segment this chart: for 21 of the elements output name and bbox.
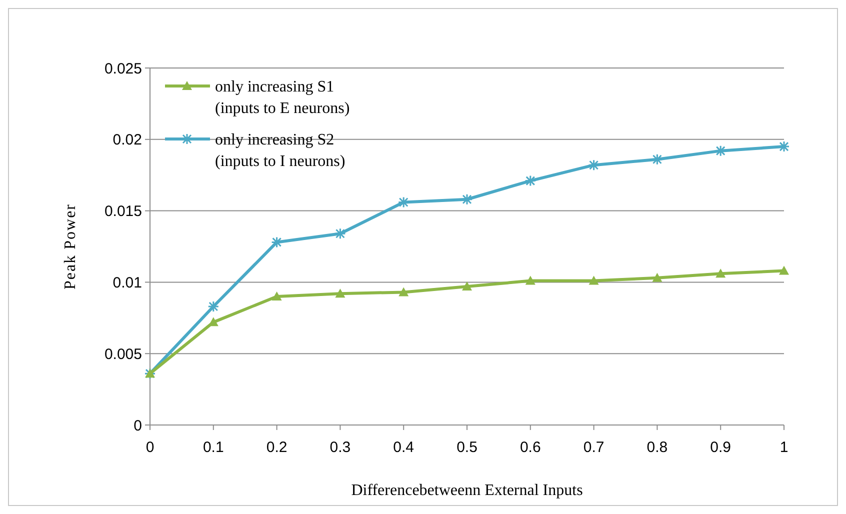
x-tick-label: 0.4	[393, 439, 414, 456]
x-tick-label: 1	[780, 439, 788, 456]
x-tick-label: 0.2	[266, 439, 288, 456]
x-tick-label: 0	[146, 439, 154, 456]
x-tick-label: 0.7	[583, 439, 604, 456]
y-tick-label: 0.01	[112, 274, 142, 292]
x-tick-label: 0.6	[520, 439, 541, 456]
y-axis-title: Peak Power	[62, 204, 79, 290]
x-axis-title: Differencebetweenn External Inputs	[351, 482, 583, 499]
y-tick-label: 0.02	[112, 132, 142, 149]
x-tick-label: 0.9	[710, 439, 732, 456]
x-tick-label: 0.1	[202, 439, 224, 456]
x-tick-label: 0.8	[646, 439, 668, 456]
y-tick-label: 0.005	[104, 346, 142, 363]
x-tick-label: 0.3	[330, 439, 351, 456]
legend-label: only increasing S1 (inputs to E neurons)	[215, 78, 350, 118]
y-tick-label: 0	[134, 417, 142, 434]
legend-label: only increasing S2 (inputs to I neurons)	[215, 132, 346, 170]
y-tick-label: 0.015	[104, 203, 142, 220]
y-tick-label: 0.025	[104, 60, 142, 78]
x-tick-label: 0.5	[456, 439, 478, 456]
